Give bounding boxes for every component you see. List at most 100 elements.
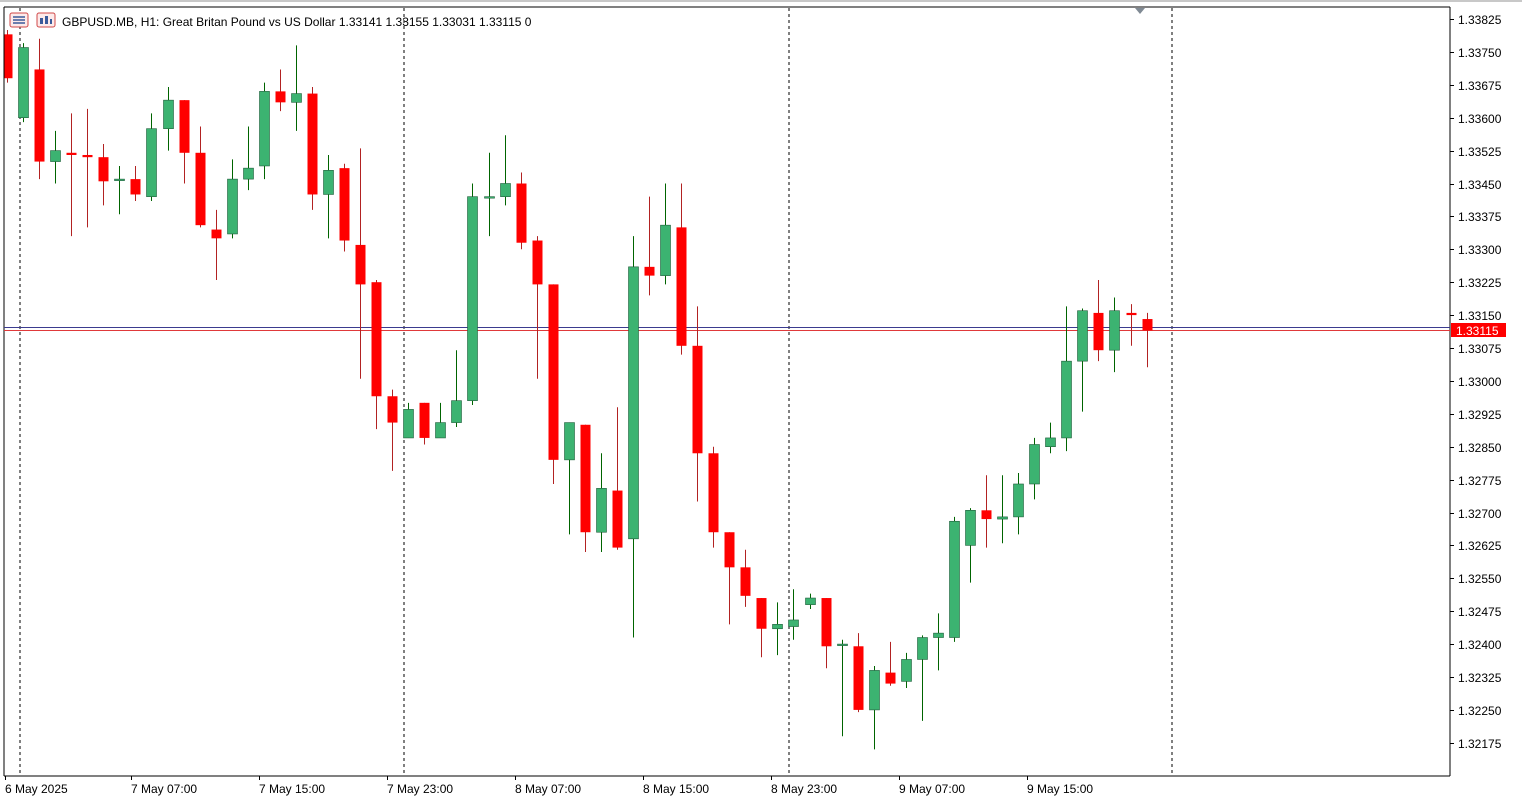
candle-body-bull xyxy=(949,520,960,638)
price-tick-label: 1.32775 xyxy=(1458,474,1502,488)
candle xyxy=(114,165,125,215)
chart-window-icon[interactable] xyxy=(9,12,29,28)
candles-layer xyxy=(4,29,1153,750)
candle xyxy=(805,593,816,610)
candle-body-bull xyxy=(1061,360,1072,439)
candle-body-bull xyxy=(596,488,607,533)
candle-body-bear xyxy=(885,672,896,684)
candle xyxy=(243,126,254,191)
candle-body-bear xyxy=(82,154,93,158)
candle xyxy=(869,666,880,750)
candle xyxy=(997,475,1008,544)
candle-body-bear xyxy=(98,157,109,182)
candle-body-bear xyxy=(724,532,735,568)
candle xyxy=(628,236,639,638)
candle-body-bear xyxy=(580,424,591,533)
candle xyxy=(1045,422,1056,454)
candle xyxy=(772,602,783,656)
candle-body-bear xyxy=(1142,319,1153,331)
candle xyxy=(387,389,398,471)
candle-body-bear xyxy=(740,567,751,596)
candle-body-bull xyxy=(50,150,61,162)
candle-body-bull xyxy=(1077,310,1088,362)
candle-body-bull xyxy=(500,183,511,197)
candle xyxy=(146,113,157,202)
price-tick-label: 1.32325 xyxy=(1458,671,1502,685)
price-lines xyxy=(4,327,1450,331)
candle-body-bull xyxy=(243,167,254,180)
price-tick-label: 1.33600 xyxy=(1458,112,1502,126)
candle-body-bull xyxy=(660,224,671,276)
candle-body-bull xyxy=(564,422,575,461)
time-axis[interactable]: 6 May 2025 7 May 07:00 7 May 15:00 7 May 23… xyxy=(5,776,1093,796)
candle-body-bull xyxy=(1029,444,1040,485)
candle xyxy=(130,165,141,202)
candle-body-bear xyxy=(4,34,13,79)
candle-body-bear xyxy=(66,152,77,155)
candle-body-bull xyxy=(291,93,302,103)
candle xyxy=(788,589,799,640)
chart-shift-marker[interactable] xyxy=(1135,8,1145,14)
candle xyxy=(291,45,302,131)
candle xyxy=(484,152,495,237)
candle xyxy=(1142,312,1153,368)
price-tick-label: 1.33075 xyxy=(1458,342,1502,356)
price-tick-label: 1.33525 xyxy=(1458,145,1502,159)
candle-body-bear xyxy=(179,100,190,153)
candle xyxy=(467,183,478,406)
candle xyxy=(933,613,944,671)
candle xyxy=(323,154,334,239)
current-price-tag-background xyxy=(1451,323,1506,337)
price-tick-label: 1.33225 xyxy=(1458,276,1502,290)
candle-body-bull xyxy=(403,409,414,439)
candle xyxy=(564,422,575,535)
candle xyxy=(1077,308,1088,412)
symbol-label: GBPUSD.MB xyxy=(62,15,134,29)
ohlc-values: 1.33141 1.33155 1.33031 1.33115 xyxy=(339,15,522,29)
candle xyxy=(644,196,655,296)
candle-body-bear xyxy=(981,510,992,520)
candle xyxy=(403,402,414,439)
candle xyxy=(532,236,543,379)
time-tick-label: 7 May 07:00 xyxy=(131,782,197,796)
candle xyxy=(275,69,286,112)
price-axis[interactable]: 1.33825 1.33750 1.33675 1.33600 1.33525 1.334… xyxy=(1450,13,1502,751)
candle-body-bear xyxy=(130,179,141,195)
symbol-description: Great Britan Pound vs US Dollar xyxy=(163,15,336,29)
candle xyxy=(596,453,607,552)
candle-body-bear xyxy=(371,282,382,397)
chart-properties-icon[interactable] xyxy=(36,12,56,28)
candle-body-bear xyxy=(355,244,366,285)
time-tick-label: 7 May 23:00 xyxy=(387,782,453,796)
candle xyxy=(548,284,559,484)
candle-body-bear xyxy=(821,598,832,647)
candle-body-bear xyxy=(644,266,655,276)
candle-body-bull xyxy=(788,619,799,627)
candle xyxy=(179,100,190,184)
volume-value: 0 xyxy=(525,15,532,29)
candle xyxy=(163,86,174,151)
candle-body-bear xyxy=(34,69,45,162)
candle-body-bull xyxy=(869,670,880,711)
candle xyxy=(500,135,511,206)
price-tick-label: 1.32850 xyxy=(1458,441,1502,455)
candle-body-bear xyxy=(211,229,222,239)
price-tick-label: 1.33300 xyxy=(1458,243,1502,257)
candle-body-bull xyxy=(467,196,478,401)
candle-body-bear xyxy=(612,490,623,548)
candle-body-bear xyxy=(307,93,318,195)
time-tick-label: 8 May 23:00 xyxy=(771,782,837,796)
current-price-tag: 1.33115 xyxy=(1451,323,1506,338)
price-tick-label: 1.32925 xyxy=(1458,408,1502,422)
current-price-label: 1.33115 xyxy=(1456,324,1499,338)
candle-body-bull xyxy=(1013,483,1024,518)
candle xyxy=(853,633,864,713)
candle xyxy=(612,407,623,550)
candle-body-bear xyxy=(692,345,703,454)
candle-body-bull xyxy=(628,266,639,540)
time-tick-label: 6 May 2025 xyxy=(5,782,68,796)
candle xyxy=(692,306,703,502)
time-tick-label: 8 May 07:00 xyxy=(515,782,581,796)
